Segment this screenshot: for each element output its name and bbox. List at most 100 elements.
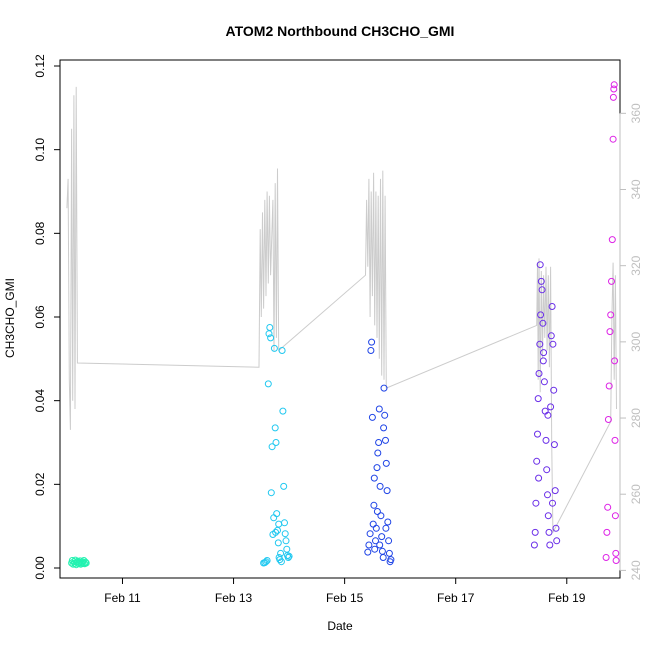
data-point [608, 236, 616, 244]
data-point [543, 466, 551, 474]
data-point [364, 548, 372, 556]
data-point [381, 411, 389, 419]
data-point [369, 520, 377, 528]
data-point [273, 510, 281, 518]
y-right-tick-label: 280 [629, 408, 643, 428]
data-point [377, 512, 385, 520]
data-point [274, 539, 282, 547]
data-point [609, 135, 617, 143]
data-point [277, 558, 285, 566]
data-point [382, 459, 390, 467]
data-point [384, 518, 392, 526]
data-point [284, 554, 292, 561]
data-point [539, 357, 547, 365]
data-point [272, 439, 280, 446]
data-point [382, 524, 390, 532]
data-point [278, 347, 286, 354]
series-group [364, 338, 395, 566]
data-point [368, 338, 376, 346]
data-point [547, 332, 555, 340]
data-point [542, 436, 550, 444]
data-point [285, 552, 293, 560]
y-right-tick-label: 340 [629, 179, 643, 199]
x-tick-label: Feb 13 [215, 591, 253, 605]
data-point [603, 528, 611, 536]
data-point [533, 457, 541, 465]
data-point [371, 545, 379, 553]
data-point [376, 541, 384, 549]
x-axis: Feb 11 Feb 13 Feb 15 Feb 17 Feb 19 [104, 577, 586, 605]
data-point [263, 557, 271, 564]
data-point [372, 537, 379, 545]
data-point [266, 324, 274, 331]
data-point [534, 430, 541, 438]
data-point [537, 277, 545, 285]
data-point [82, 558, 89, 566]
data-point [387, 556, 395, 564]
data-point [380, 424, 388, 432]
data-point [550, 441, 558, 449]
data-point [281, 519, 288, 527]
data-point [611, 436, 619, 444]
data-point [549, 340, 557, 348]
data-point [378, 547, 386, 555]
series-group [68, 556, 90, 569]
y-tick-label: 0.10 [33, 138, 47, 162]
points-layer [68, 81, 620, 569]
data-point [544, 491, 551, 499]
data-point [279, 407, 287, 415]
data-point [550, 386, 558, 394]
y-axis-right: 240 260 280 300 320 340 360 [619, 103, 643, 580]
data-point [267, 489, 275, 497]
x-tick-label: Feb 19 [548, 591, 586, 605]
data-point [378, 533, 386, 541]
data-point [547, 403, 555, 411]
data-point [365, 541, 373, 549]
data-point [612, 557, 620, 564]
data-point [271, 424, 279, 432]
data-point [275, 520, 283, 528]
data-point [552, 524, 560, 532]
data-point [608, 277, 615, 285]
y-tick-label: 0.12 [33, 54, 47, 78]
data-point [370, 501, 378, 509]
chart-title: ATOM2 Northbound CH3CHO_GMI [226, 23, 455, 39]
data-point [367, 347, 375, 354]
data-point [534, 395, 542, 403]
data-point [366, 530, 374, 538]
data-point [264, 380, 272, 388]
data-point [370, 474, 378, 482]
data-point [537, 311, 545, 319]
data-point [536, 340, 544, 348]
data-point [609, 93, 617, 101]
data-point [277, 549, 285, 557]
data-point [261, 559, 269, 567]
y-axis-label: CH3CHO_GMI [3, 278, 17, 358]
data-point [375, 405, 383, 413]
data-point [544, 411, 552, 419]
data-point [536, 261, 544, 269]
y-right-tick-label: 360 [629, 103, 643, 123]
data-point [535, 370, 543, 377]
y-tick-label: 0.02 [33, 472, 47, 496]
data-point [611, 357, 619, 365]
x-tick-label: Feb 11 [104, 591, 141, 605]
data-point [373, 508, 381, 515]
data-point [374, 449, 382, 457]
data-point [262, 558, 270, 566]
data-point [611, 512, 619, 520]
data-point [282, 537, 290, 545]
data-point [379, 554, 387, 561]
data-point [612, 549, 620, 557]
data-point [604, 503, 612, 511]
data-point [540, 378, 548, 386]
data-point [539, 319, 547, 327]
y-right-tick-label: 260 [629, 484, 643, 504]
data-point [538, 286, 546, 294]
y-tick-label: 0.08 [33, 221, 47, 245]
data-point [551, 487, 559, 495]
data-point [380, 384, 388, 392]
data-point [376, 482, 384, 490]
data-point [606, 328, 614, 336]
data-point [385, 537, 393, 545]
